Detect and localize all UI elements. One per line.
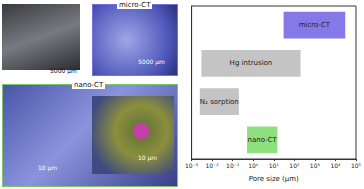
svg-text:10⁰: 10⁰ [248, 162, 259, 169]
svg-text:micro-CT: micro-CT [299, 21, 331, 29]
svg-text:N₂ sorption: N₂ sorption [200, 98, 239, 106]
svg-text:10⁻²: 10⁻² [206, 162, 220, 169]
svg-text:10⁻³: 10⁻³ [185, 162, 199, 169]
svg-text:10²: 10² [289, 162, 300, 169]
svg-text:10¹: 10¹ [269, 162, 280, 169]
svg-text:10⁻¹: 10⁻¹ [226, 162, 240, 169]
html-text:5000 μm: 5000 μm [138, 58, 165, 65]
html-text:10 μm: 10 μm [138, 154, 158, 161]
html-text:nano-CT: nano-CT [74, 81, 104, 89]
svg-text:10⁵: 10⁵ [351, 162, 362, 169]
html-text:micro-CT: micro-CT [119, 1, 151, 9]
html-text:5000 μm: 5000 μm [50, 67, 77, 74]
svg-text:nano-CT: nano-CT [248, 136, 278, 144]
html-text:10 μm: 10 μm [38, 164, 58, 171]
svg-text:Pore size (μm): Pore size (μm) [249, 175, 299, 183]
svg-text:10³: 10³ [310, 162, 321, 169]
svg-text:Hg intrusion: Hg intrusion [230, 59, 273, 67]
svg-text:10⁴: 10⁴ [330, 162, 341, 169]
